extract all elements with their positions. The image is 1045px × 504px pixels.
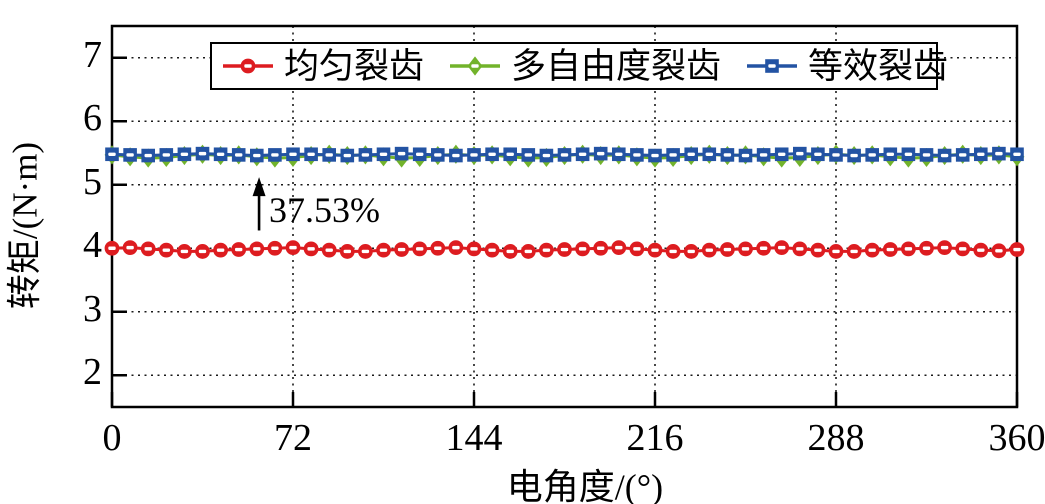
increase-arrow-icon: [252, 177, 266, 231]
legend-label: 多自由度裂齿: [511, 46, 722, 86]
legend-label: 等效裂齿: [808, 46, 949, 86]
series-circle: [104, 240, 1025, 259]
x-tick-label: 144: [445, 417, 503, 459]
y-tick-label: 3: [83, 287, 102, 330]
x-tick-label: 0: [102, 417, 122, 459]
series-square: [105, 146, 1024, 163]
red-circle-marker-sample-icon: [223, 58, 273, 74]
blue-square-marker-sample-icon: [747, 59, 798, 73]
legend-entry-multi-dof-split-tooth: 多自由度裂齿: [450, 49, 721, 84]
x-tick-label: 360: [988, 417, 1045, 459]
x-tick-label: 216: [626, 417, 684, 459]
legend-entry-equivalent-split-tooth: 等效裂齿: [747, 49, 948, 84]
legend-entry-uniform-split-tooth: 均匀裂齿: [223, 49, 424, 84]
x-axis-label: 电角度/(°): [506, 467, 664, 504]
y-tick-label: 6: [83, 97, 102, 140]
x-tick-label: 72: [274, 417, 312, 459]
y-tick-label: 5: [83, 160, 102, 203]
y-tick-label: 4: [83, 224, 102, 267]
y-tick-label: 7: [83, 33, 102, 76]
x-tick-label: 288: [807, 417, 865, 459]
legend-label: 均匀裂齿: [284, 46, 425, 86]
y-tick-label: 2: [83, 351, 102, 394]
green-diamond-marker-sample-icon: [450, 56, 501, 76]
legend: 均匀裂齿 多自由度裂齿 等效裂齿: [210, 42, 948, 90]
increase-annotation-text: 37.53%: [269, 190, 380, 230]
